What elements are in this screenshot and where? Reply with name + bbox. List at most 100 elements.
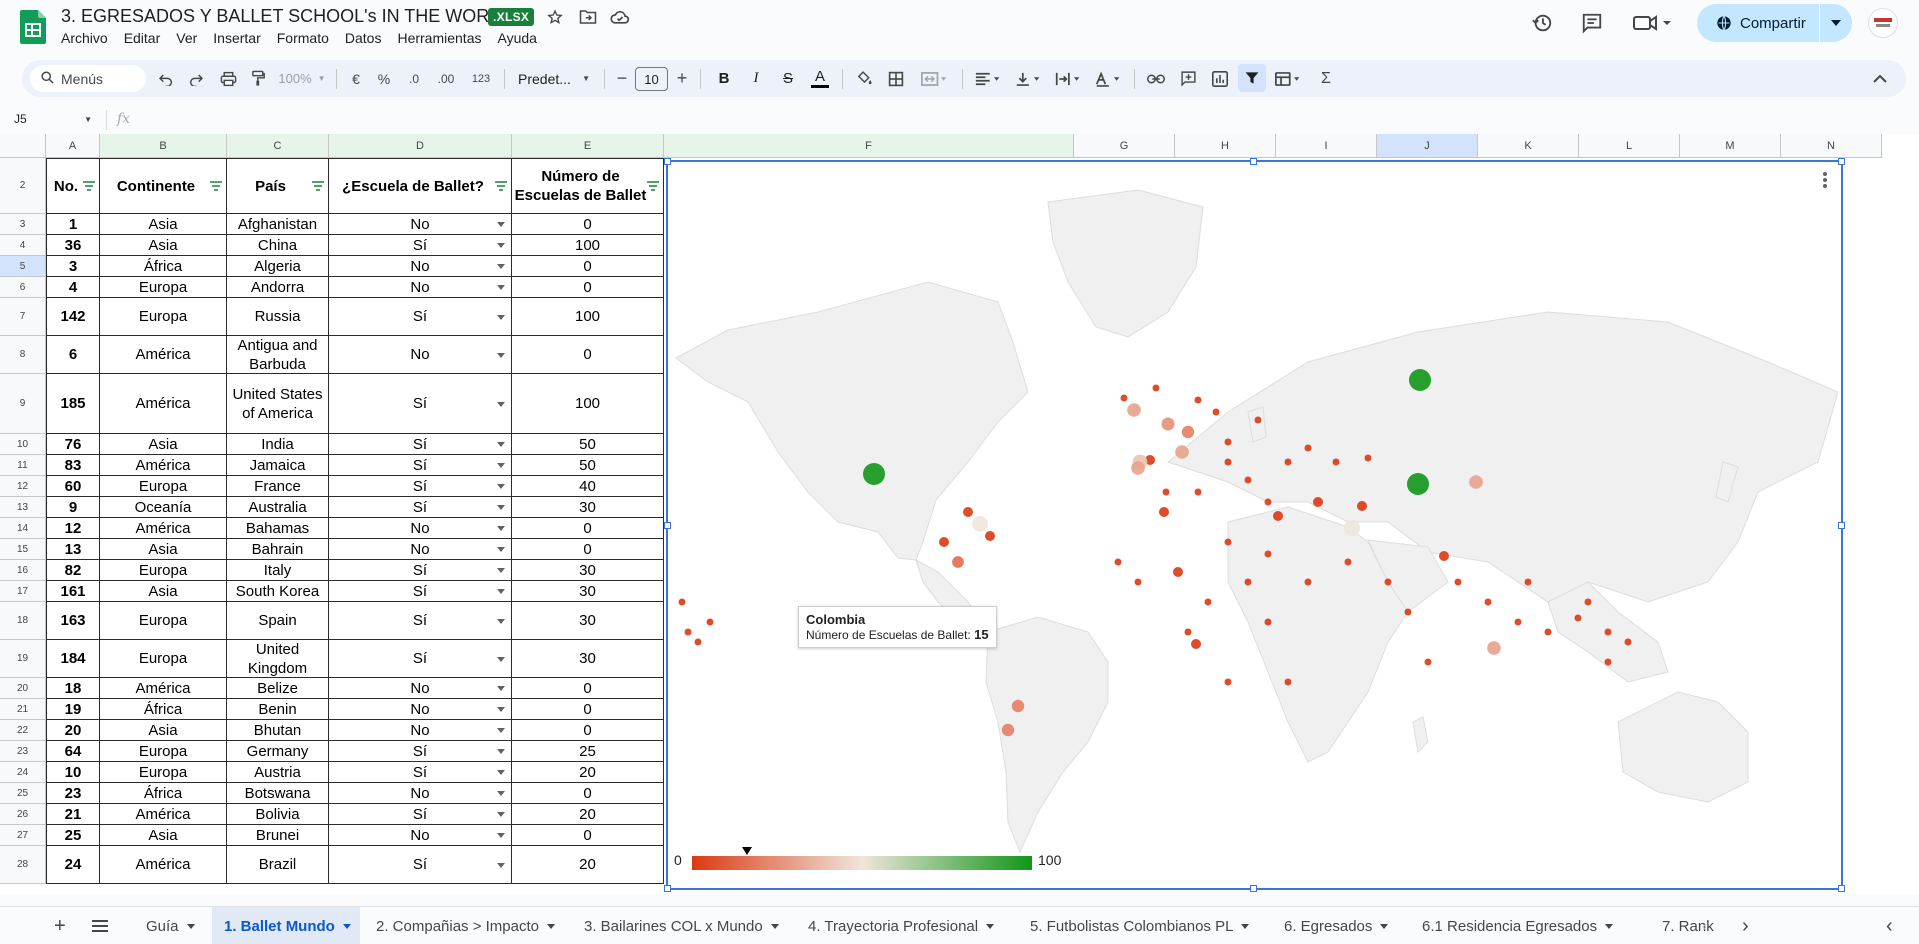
row-header-17[interactable]: 17	[0, 581, 46, 602]
dropdown-chevron-icon[interactable]	[497, 264, 505, 269]
chevron-down-icon[interactable]	[1241, 923, 1250, 929]
cell-no[interactable]: 142	[46, 298, 100, 336]
cell-esc[interactable]: Sí	[329, 846, 512, 884]
column-header-d[interactable]: D	[329, 134, 512, 158]
row-header-14[interactable]: 14	[0, 518, 46, 539]
column-header-g[interactable]: G	[1074, 134, 1175, 158]
sheet-tab[interactable]: 5. Futbolistas Colombianos PL	[1018, 907, 1264, 944]
bubble-marker[interactable]	[1284, 678, 1292, 686]
bubble-belize[interactable]	[939, 537, 949, 547]
header-cell-no[interactable]: No.	[46, 158, 100, 214]
align-horizontal-icon[interactable]	[970, 60, 1006, 97]
header-cell-continente[interactable]: Continente	[100, 158, 227, 214]
cell-pais[interactable]: France	[227, 476, 329, 497]
dropdown-chevron-icon[interactable]	[497, 707, 505, 712]
cell-cont[interactable]: Europa	[100, 277, 227, 298]
share-main[interactable]: Compartir	[1697, 4, 1819, 42]
chevron-down-icon[interactable]	[770, 923, 779, 929]
dropdown-chevron-icon[interactable]	[497, 285, 505, 290]
column-filter-icon[interactable]	[83, 181, 95, 191]
bubble-south-korea[interactable]	[1469, 475, 1483, 489]
number-format-button[interactable]: 123	[471, 72, 491, 85]
cell-esc[interactable]: Sí	[329, 741, 512, 762]
bubble-marker[interactable]	[1194, 488, 1202, 496]
cell-num[interactable]: 0	[512, 277, 664, 298]
cell-pais[interactable]: Austria	[227, 762, 329, 783]
currency-format-button[interactable]: €	[352, 70, 360, 87]
bubble-marker[interactable]	[1624, 638, 1632, 646]
row-header-16[interactable]: 16	[0, 560, 46, 581]
italic-button[interactable]: I	[753, 70, 759, 86]
resize-handle-bl[interactable]	[664, 885, 671, 892]
font-size-decrease-button[interactable]: −	[616, 68, 628, 88]
bubble-marker[interactable]	[1134, 578, 1142, 586]
bubble-marker[interactable]	[1120, 394, 1128, 402]
row-header-25[interactable]: 25	[0, 783, 46, 804]
chevron-down-icon[interactable]	[1605, 923, 1614, 929]
bubble-afghanistan[interactable]	[1313, 497, 1323, 507]
resize-handle-br[interactable]	[1838, 885, 1845, 892]
sheet-tab[interactable]: 6.1 Residencia Egresados	[1410, 907, 1642, 944]
bubble-andorra[interactable]	[1145, 455, 1155, 465]
menu-datos[interactable]: Datos	[344, 30, 382, 46]
bubble-marker[interactable]	[1584, 598, 1592, 606]
bubble-marker[interactable]	[1304, 578, 1312, 586]
bubble-united-kingdom[interactable]	[1127, 403, 1141, 417]
cell-esc[interactable]: Sí	[329, 560, 512, 581]
paint-format-icon[interactable]	[244, 60, 272, 97]
resize-handle-r[interactable]	[1838, 522, 1845, 529]
cell-esc[interactable]: Sí	[329, 455, 512, 476]
collapse-toolbar-icon[interactable]	[1866, 60, 1894, 97]
dropdown-chevron-icon[interactable]	[497, 222, 505, 227]
cell-cont[interactable]: Asia	[100, 581, 227, 602]
cell-esc[interactable]: No	[329, 539, 512, 560]
dropdown-chevron-icon[interactable]	[497, 484, 505, 489]
bubble-austria[interactable]	[1181, 425, 1195, 439]
cell-num[interactable]: 20	[512, 804, 664, 825]
bubble-algeria[interactable]	[1159, 507, 1169, 517]
merge-cells-icon[interactable]	[914, 60, 954, 97]
bubble-marker[interactable]	[1254, 416, 1262, 424]
cell-cont[interactable]: América	[100, 374, 227, 434]
add-sheet-icon[interactable]: +	[54, 914, 66, 937]
row-header-8[interactable]: 8	[0, 336, 46, 374]
row-header-15[interactable]: 15	[0, 539, 46, 560]
cell-cont[interactable]: Europa	[100, 560, 227, 581]
dropdown-chevron-icon[interactable]	[497, 686, 505, 691]
bubble-italy[interactable]	[1175, 445, 1189, 459]
cell-esc[interactable]: Sí	[329, 476, 512, 497]
dropdown-chevron-icon[interactable]	[497, 618, 505, 624]
cell-cont[interactable]: Oceanía	[100, 497, 227, 518]
bubble-jamaica[interactable]	[972, 516, 988, 532]
share-button[interactable]: Compartir	[1697, 4, 1852, 42]
dropdown-chevron-icon[interactable]	[497, 463, 505, 468]
bubble-marker[interactable]	[1244, 578, 1252, 586]
cell-esc[interactable]: No	[329, 518, 512, 539]
column-header-c[interactable]: C	[227, 134, 329, 158]
dropdown-chevron-icon[interactable]	[497, 442, 505, 447]
column-filter-icon[interactable]	[647, 181, 659, 191]
cell-no[interactable]: 3	[46, 256, 100, 277]
cell-no[interactable]: 82	[46, 560, 100, 581]
insert-chart-icon[interactable]	[1206, 60, 1234, 97]
bubble-united-states-of-america[interactable]	[863, 463, 885, 485]
bubble-marker[interactable]	[1264, 498, 1272, 506]
cell-no[interactable]: 161	[46, 581, 100, 602]
cell-cont[interactable]: Europa	[100, 602, 227, 640]
bubble-marker[interactable]	[1364, 454, 1372, 462]
resize-handle-l[interactable]	[664, 522, 671, 529]
bubble-marker[interactable]	[706, 618, 714, 626]
column-header-n[interactable]: N	[1781, 134, 1882, 158]
cell-num[interactable]: 20	[512, 846, 664, 884]
bubble-marker[interactable]	[1524, 578, 1532, 586]
cell-no[interactable]: 185	[46, 374, 100, 434]
cell-num[interactable]: 30	[512, 640, 664, 678]
cell-cont[interactable]: África	[100, 256, 227, 277]
bubble-marker[interactable]	[1114, 558, 1122, 566]
cell-esc[interactable]: Sí	[329, 640, 512, 678]
cell-pais[interactable]: South Korea	[227, 581, 329, 602]
scroll-tabs-right-icon[interactable]: ›	[1742, 914, 1749, 937]
meet-icon[interactable]	[1630, 10, 1676, 36]
sheet-tab[interactable]: 4. Trayectoria Profesional	[796, 907, 1010, 944]
cell-esc[interactable]: No	[329, 783, 512, 804]
